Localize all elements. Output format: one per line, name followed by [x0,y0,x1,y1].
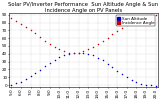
Point [140,83,142,85]
Point [48,62,51,64]
Point [121,73,123,75]
Point [34,72,37,74]
Point [63,55,65,56]
Point [68,52,70,53]
Point [20,23,22,24]
Point [15,83,17,84]
Point [149,85,152,86]
Legend: Sun Altitude, Incidence Angle: Sun Altitude, Incidence Angle [116,15,156,26]
Point [106,63,109,64]
Point [149,14,152,16]
Point [73,52,75,54]
Point [82,51,85,52]
Point [24,26,27,28]
Point [53,59,56,61]
Point [29,76,32,77]
Point [58,56,61,58]
Point [130,79,133,81]
Point [121,27,123,28]
Point [92,46,94,48]
Point [53,46,56,48]
Point [101,60,104,61]
Point [135,82,138,83]
Point [106,37,109,39]
Point [73,52,75,54]
Point [77,52,80,53]
Point [82,52,85,54]
Point [44,40,46,41]
Point [125,76,128,78]
Point [29,29,32,31]
Title: Solar PV/Inverter Performance  Sun Altitude Angle & Sun Incidence Angle on PV Pa: Solar PV/Inverter Performance Sun Altitu… [8,2,159,13]
Point [125,24,128,26]
Point [44,66,46,67]
Point [116,30,118,32]
Point [97,44,99,45]
Point [39,36,41,37]
Point [15,20,17,22]
Point [20,81,22,82]
Point [130,21,133,23]
Point [63,51,65,52]
Point [87,53,90,55]
Point [39,69,41,71]
Point [10,84,13,85]
Point [154,85,157,87]
Point [92,55,94,56]
Point [48,43,51,45]
Point [145,84,147,86]
Point [77,52,80,53]
Point [111,34,114,35]
Point [154,14,157,16]
Point [101,40,104,42]
Point [135,19,138,21]
Point [140,17,142,19]
Point [34,32,37,34]
Point [10,17,13,19]
Point [145,16,147,17]
Point [111,66,114,68]
Point [97,57,99,58]
Point [68,53,70,55]
Point [116,70,118,71]
Point [58,49,61,50]
Point [24,78,27,80]
Point [87,49,90,50]
